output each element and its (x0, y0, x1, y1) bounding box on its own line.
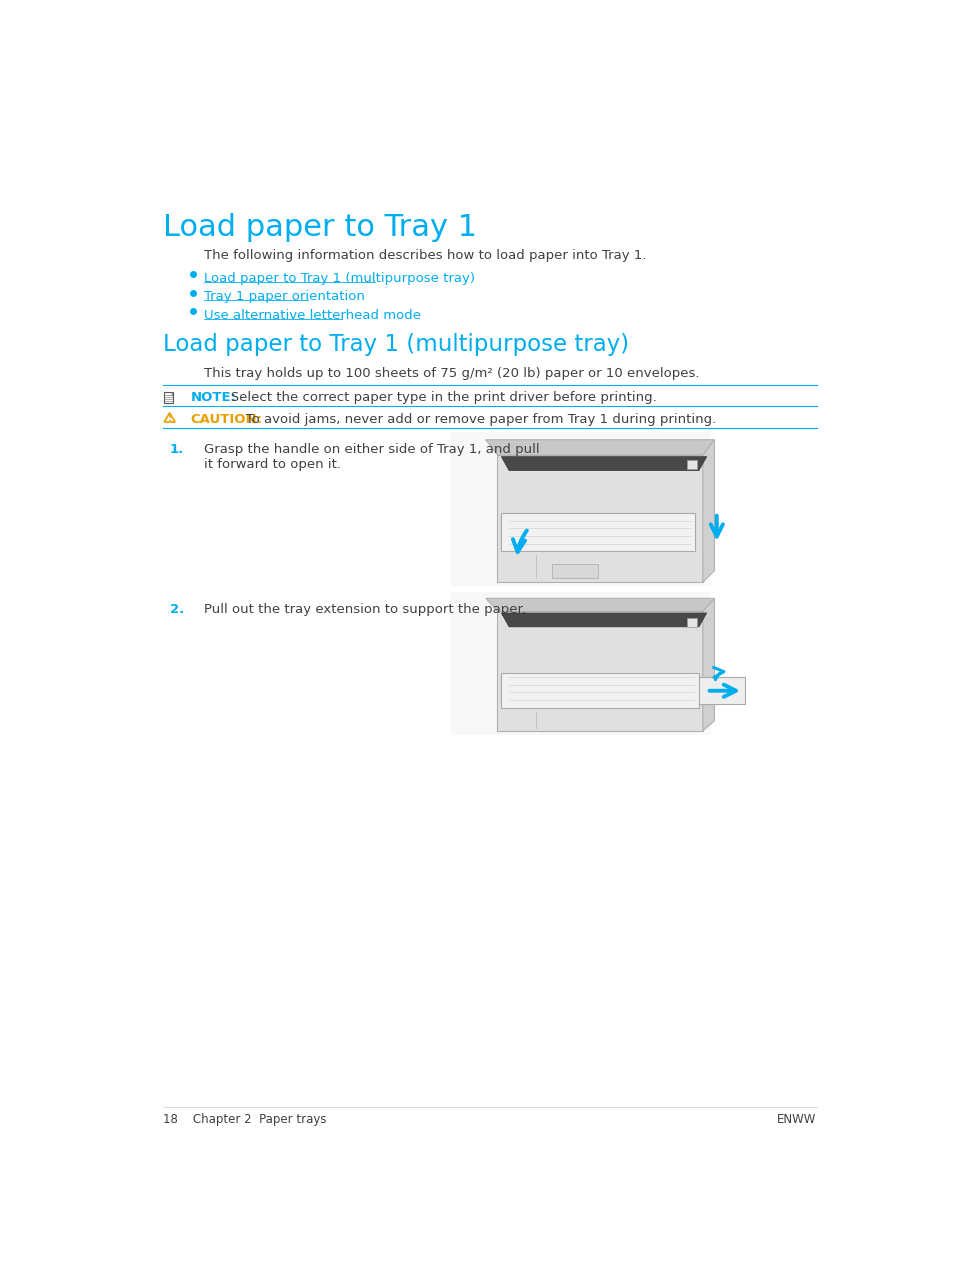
Text: 1.: 1. (170, 442, 184, 456)
Polygon shape (699, 677, 744, 704)
Polygon shape (500, 456, 706, 470)
Text: 2.: 2. (170, 602, 184, 616)
Text: Use alternative letterhead mode: Use alternative letterhead mode (204, 309, 421, 322)
Polygon shape (497, 611, 702, 731)
FancyBboxPatch shape (451, 592, 710, 735)
FancyBboxPatch shape (164, 391, 173, 403)
Polygon shape (500, 613, 706, 627)
Polygon shape (500, 674, 699, 708)
Text: Tray 1 paper orientation: Tray 1 paper orientation (204, 290, 365, 304)
Text: Load paper to Tray 1 (multipurpose tray): Load paper to Tray 1 (multipurpose tray) (204, 272, 475, 285)
Text: Select the correct paper type in the print driver before printing.: Select the correct paper type in the pri… (218, 391, 657, 404)
FancyBboxPatch shape (686, 460, 696, 469)
Polygon shape (500, 513, 695, 552)
FancyBboxPatch shape (551, 564, 598, 578)
Text: ENWW: ENWW (777, 1113, 816, 1126)
Text: The following information describes how to load paper into Tray 1.: The following information describes how … (204, 249, 646, 262)
Text: To avoid jams, never add or remove paper from Tray 1 during printing.: To avoid jams, never add or remove paper… (233, 413, 716, 426)
Text: *: * (171, 393, 174, 398)
Polygon shape (497, 455, 702, 582)
Polygon shape (485, 440, 714, 455)
Text: Load paper to Tray 1 (multipurpose tray): Load paper to Tray 1 (multipurpose tray) (163, 333, 629, 356)
Text: !: ! (168, 413, 172, 423)
Text: Grasp the handle on either side of Tray 1, and pull
it forward to open it.: Grasp the handle on either side of Tray … (204, 442, 539, 470)
Text: Pull out the tray extension to support the paper.: Pull out the tray extension to support t… (204, 602, 526, 616)
Text: Load paper to Tray 1: Load paper to Tray 1 (163, 212, 477, 241)
Text: CAUTION:: CAUTION: (191, 413, 262, 426)
Text: This tray holds up to 100 sheets of 75 g/m² (20 lb) paper or 10 envelopes.: This tray holds up to 100 sheets of 75 g… (204, 366, 700, 380)
Polygon shape (702, 440, 714, 582)
FancyBboxPatch shape (686, 618, 696, 627)
Polygon shape (485, 599, 714, 611)
Text: NOTE:: NOTE: (191, 391, 236, 404)
Polygon shape (702, 599, 714, 731)
Text: 18    Chapter 2  Paper trays: 18 Chapter 2 Paper trays (163, 1113, 327, 1126)
FancyBboxPatch shape (451, 432, 710, 586)
